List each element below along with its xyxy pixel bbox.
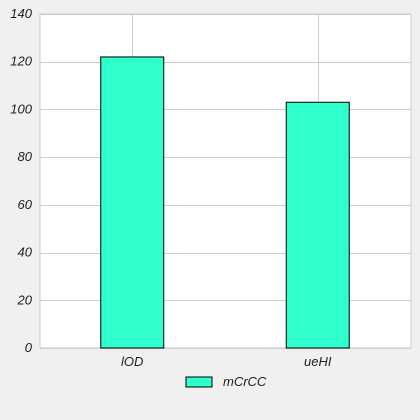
y-tick-label: 100 <box>10 101 32 116</box>
y-tick-label: 0 <box>25 340 33 355</box>
legend-swatch <box>186 377 212 387</box>
y-tick-label: 80 <box>18 149 33 164</box>
bar-ueHI <box>286 102 349 348</box>
y-tick-label: 120 <box>10 54 32 69</box>
x-axis-ticks: lOD ueHI <box>121 354 332 369</box>
legend: mCrCC <box>186 374 267 389</box>
x-tick-label: ueHI <box>304 354 332 369</box>
y-axis-ticks: 0 20 40 60 80 100 120 140 <box>10 6 32 355</box>
plot-area <box>40 14 411 348</box>
y-tick-label: 40 <box>18 245 33 260</box>
y-tick-label: 140 <box>10 6 32 21</box>
x-tick-label: lOD <box>121 354 143 369</box>
bar-lOD <box>101 57 164 348</box>
legend-label: mCrCC <box>223 374 267 389</box>
y-tick-label: 60 <box>18 197 33 212</box>
y-tick-label: 20 <box>17 292 33 307</box>
